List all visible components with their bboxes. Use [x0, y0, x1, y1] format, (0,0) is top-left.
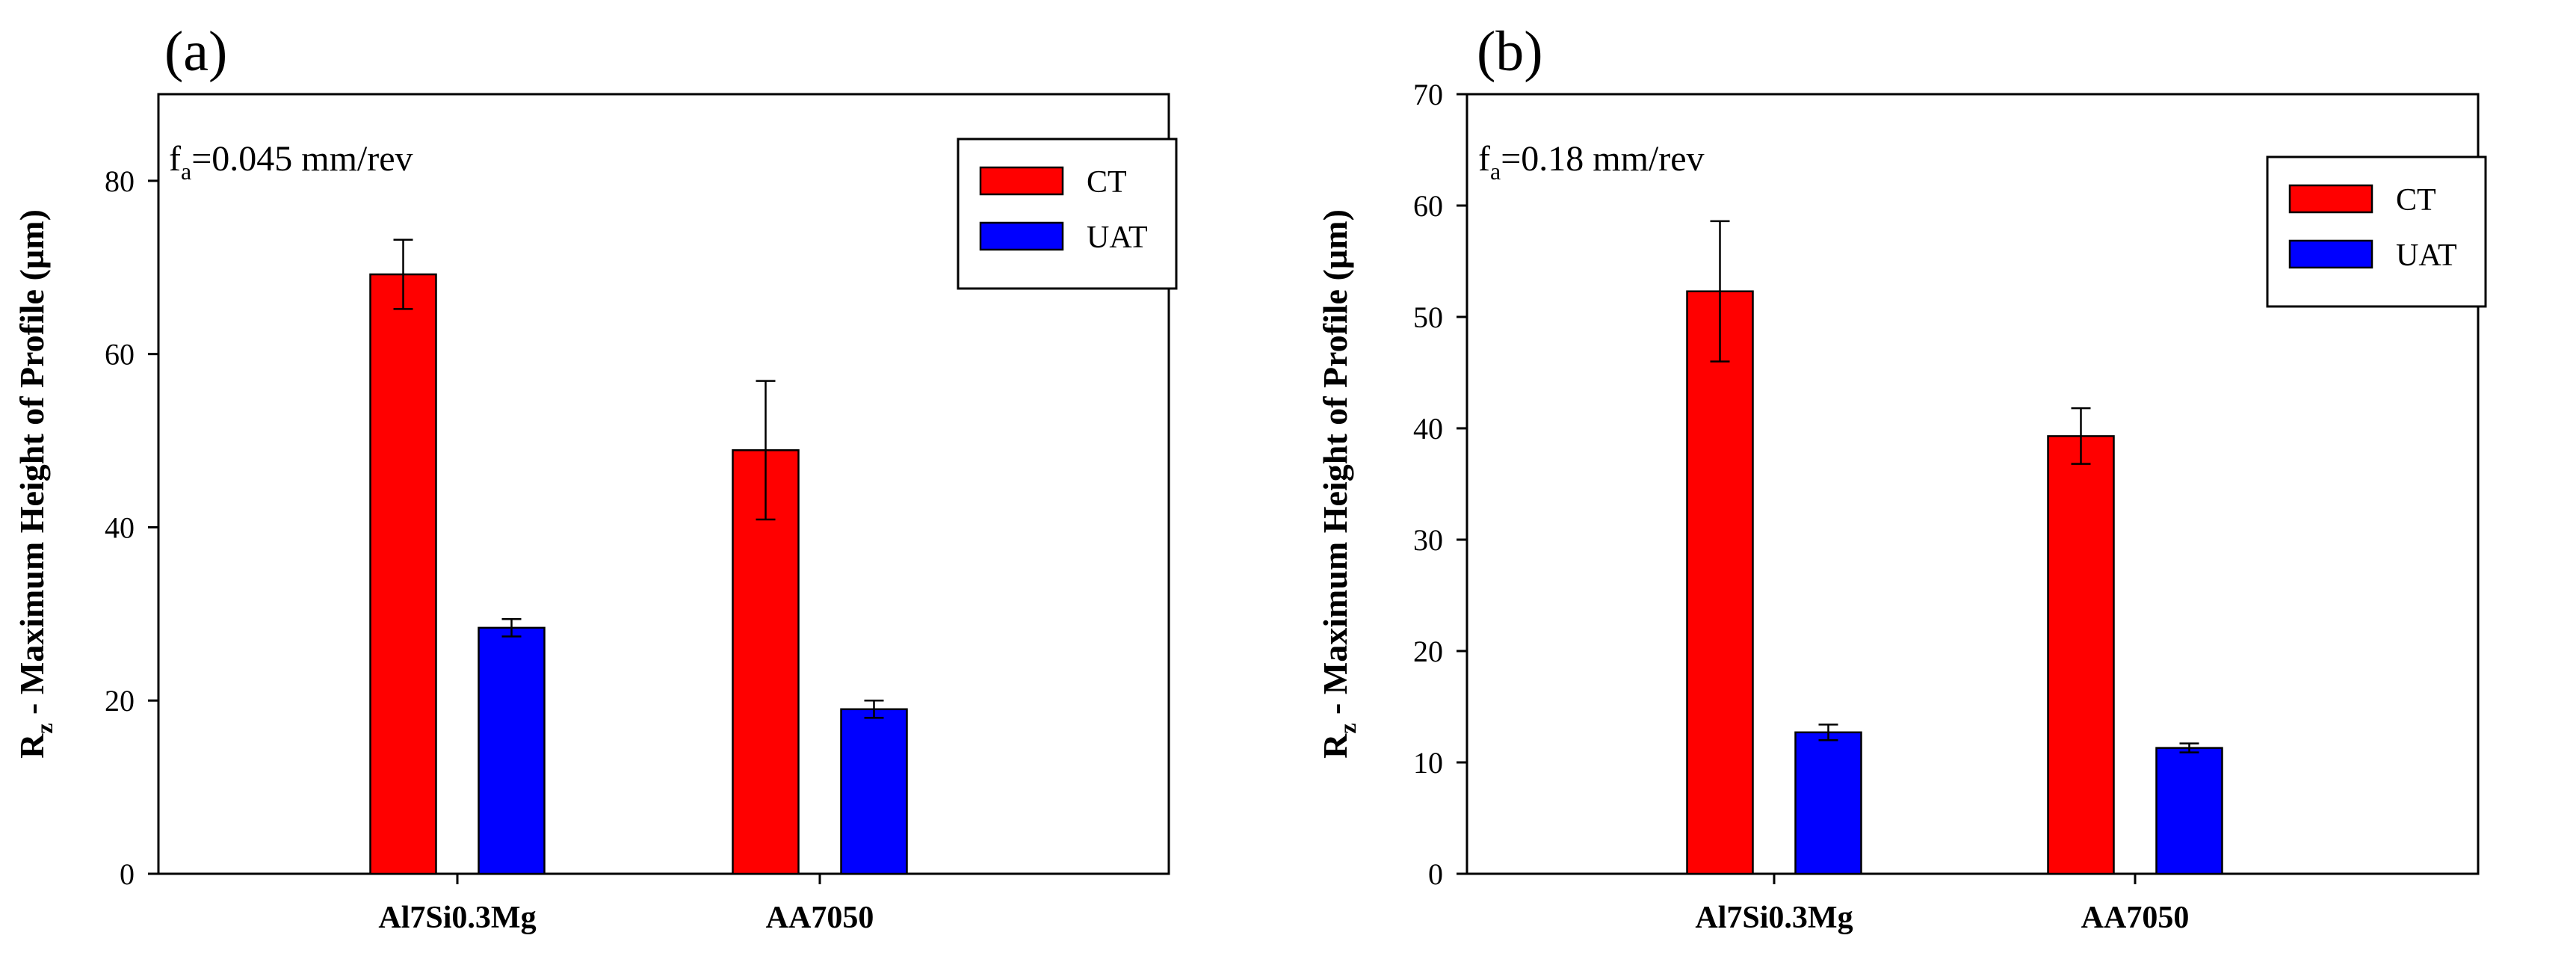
panel-label: (b): [1477, 20, 1543, 83]
bar: [2047, 435, 2115, 875]
legend-label: UAT: [1087, 221, 1148, 255]
y-tick-label: 20: [1413, 635, 1443, 668]
legend-box: [2266, 155, 2487, 308]
legend-swatch: [979, 166, 1064, 196]
legend-box: [957, 138, 1178, 290]
panel-label: (a): [164, 20, 227, 83]
annotation-main: f: [1478, 139, 1490, 179]
legend-label: CT: [1087, 165, 1127, 200]
y-axis-label: Rz - Maximum Height of Profile (µm): [1316, 209, 1361, 759]
y-tick-label: 60: [105, 338, 135, 371]
chart-panel-0: (a) 0 20 40 60 80 Al7Si0.3Mg AA7050 fa=0.045 mm/…: [13, 20, 1178, 935]
y-tick-label: 20: [105, 684, 135, 718]
y-tick-label: 80: [105, 164, 135, 198]
bar: [2155, 747, 2223, 875]
ylabel-rest: - Maximum Height of Profile (µm): [1316, 209, 1354, 723]
y-tick-label: 40: [105, 511, 135, 544]
plot-frame: [1465, 93, 2480, 875]
y-tick-label: 70: [1413, 78, 1443, 111]
legend-swatch: [2288, 184, 2373, 214]
bar: [1794, 731, 1862, 875]
ylabel-main: R: [1316, 733, 1354, 759]
annotation-main: f: [169, 139, 181, 179]
y-tick-label: 0: [1428, 857, 1443, 891]
annotation-sub: a: [181, 158, 191, 185]
chart-panel-1: (b) 0 10 20 30 40 50 60 70 Al7Si0.3Mg AA7050 fa=0.1…: [1316, 20, 2487, 935]
y-tick-label: 50: [1413, 300, 1443, 334]
legend-label: CT: [2396, 183, 2436, 218]
ylabel-sub: z: [31, 723, 58, 733]
annotation-sub: a: [1490, 158, 1501, 185]
x-tick-label: AA7050: [766, 901, 874, 935]
x-tick-label: Al7Si0.3Mg: [378, 901, 536, 935]
feed-rate-annotation: fa=0.18 mm/rev: [1478, 139, 1705, 185]
bar: [478, 626, 546, 875]
plot-frame: [157, 93, 1170, 875]
legend: CT UAT: [957, 138, 1178, 290]
legend-label: UAT: [2396, 238, 2457, 273]
y-tick-label: 30: [1413, 523, 1443, 557]
ylabel-main: R: [13, 733, 51, 759]
bar: [1686, 290, 1754, 875]
ylabel-rest: - Maximum Height of Profile (µm): [13, 209, 51, 723]
legend-swatch: [979, 221, 1064, 251]
bar: [369, 273, 437, 875]
legend: CT UAT: [2266, 155, 2487, 308]
x-tick-label: Al7Si0.3Mg: [1695, 901, 1853, 935]
bar: [840, 708, 908, 875]
ylabel-sub: z: [1334, 723, 1361, 733]
x-tick-label: AA7050: [2081, 901, 2190, 935]
annotation-rest: =0.18 mm/rev: [1501, 139, 1704, 179]
y-axis-label: Rz - Maximum Height of Profile (µm): [13, 209, 58, 759]
y-tick-label: 0: [120, 857, 135, 891]
annotation-rest: =0.045 mm/rev: [191, 139, 413, 179]
bar: [732, 449, 800, 875]
y-tick-label: 60: [1413, 189, 1443, 223]
feed-rate-annotation: fa=0.045 mm/rev: [169, 139, 413, 185]
y-tick-label: 40: [1413, 412, 1443, 445]
legend-swatch: [2288, 239, 2373, 269]
y-tick-label: 10: [1413, 746, 1443, 780]
